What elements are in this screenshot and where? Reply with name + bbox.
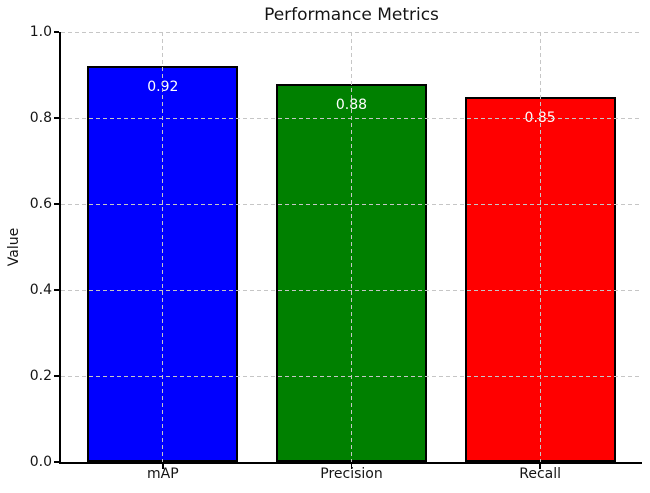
x-tick-mark [350,463,353,469]
x-tick-label: Precision [320,466,383,482]
v-gridline [351,32,352,462]
y-tick-labels: 0.0 0.2 0.4 0.6 0.8 1.0 [0,24,52,470]
y-tick-label: 0.4 [29,282,52,298]
y-tick-mark [54,375,60,377]
v-gridline [539,32,541,462]
y-tick-label: 0.2 [29,368,52,384]
y-tick-label: 0.6 [29,196,52,212]
x-tick-label: mAP [147,466,179,482]
v-gridline [162,32,164,462]
y-tick-mark [54,203,60,205]
y-tick-label: 0.0 [29,454,52,470]
plot-area: 0.920.880.85 [54,31,642,469]
x-tick-label: Recall [519,466,562,482]
grid-layer [61,31,642,462]
x-tick-mark [539,463,541,469]
y-tick-mark [54,289,60,291]
tick-layer [54,31,642,469]
chart-title: Performance Metrics [264,5,439,25]
y-axis-spine [59,32,61,464]
x-tick-labels: mAP Precision Recall [61,466,642,488]
y-tick-label: 0.8 [29,110,52,126]
x-tick-mark [162,463,164,469]
y-tick-mark [54,31,60,33]
x-axis-spine [59,462,642,464]
y-tick-label: 1.0 [29,24,52,40]
y-tick-mark [54,461,60,463]
y-tick-mark [54,117,60,119]
